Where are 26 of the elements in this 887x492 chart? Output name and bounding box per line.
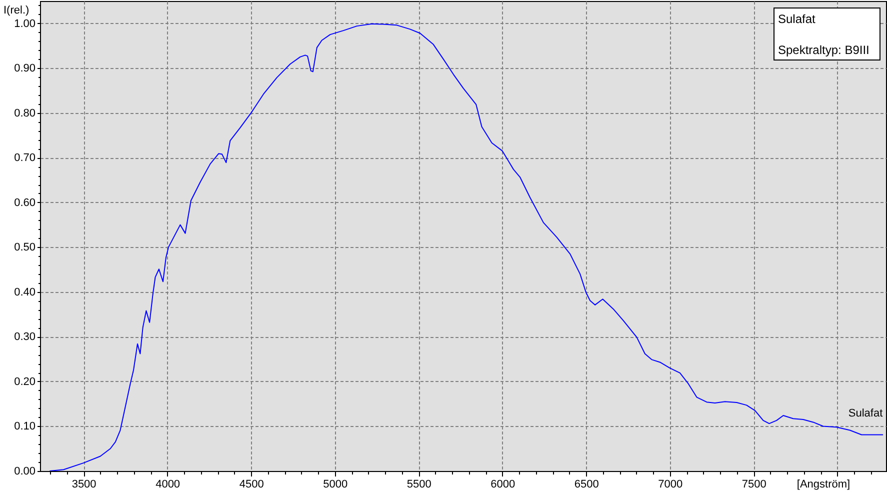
y-tick-label: 0.90 xyxy=(14,62,36,75)
y-tick-label: 0.10 xyxy=(14,420,36,433)
y-tick-label: 0.00 xyxy=(14,466,36,478)
x-tick-label: 3500 xyxy=(72,478,96,490)
series-label: Sulafat xyxy=(848,408,883,420)
text: Spektraltyp: B9III xyxy=(778,43,870,57)
y-tick-label: 0.30 xyxy=(14,331,36,344)
line-series xyxy=(50,23,884,471)
y-tick-label: 0.70 xyxy=(14,152,36,164)
y-tick-label: 1.00 xyxy=(14,18,36,30)
y-tick-label: 0.50 xyxy=(14,242,36,254)
text: Sulafat xyxy=(778,12,816,26)
x-tick-label: 5500 xyxy=(406,478,432,490)
x-tick-label: 6500 xyxy=(574,478,599,490)
x-axis-title: [Angström] xyxy=(796,478,850,490)
y-tick-label: 0.20 xyxy=(14,376,36,388)
x-tick-label: 4500 xyxy=(239,478,264,490)
y-axis-title: I(rel.) xyxy=(4,4,30,16)
y-tick-label: 0.40 xyxy=(14,286,36,298)
x-tick-label: 7000 xyxy=(658,478,683,490)
y-tick-label: 0.60 xyxy=(14,196,36,209)
x-tick-label: 5000 xyxy=(323,478,348,490)
x-tick-label: 4000 xyxy=(156,478,180,490)
y-tick-label: 0.80 xyxy=(14,107,36,120)
x-tick-label: 6000 xyxy=(490,478,516,490)
x-tick-label: 7500 xyxy=(742,478,766,490)
